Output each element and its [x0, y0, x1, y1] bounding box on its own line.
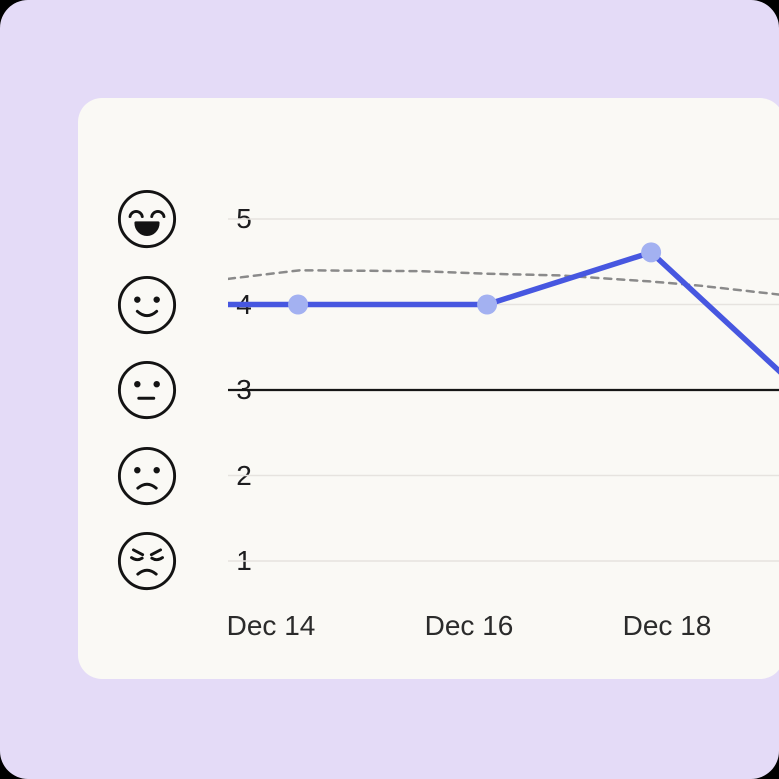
face-grinning-icon [117, 189, 177, 249]
mood-reference-line [228, 269, 779, 296]
mood-current-marker-2 [641, 242, 662, 263]
x-tick-label-dec14: Dec 14 [226, 610, 316, 641]
plot-canvas [228, 218, 779, 562]
y-axis-row-3: 3 [116, 359, 252, 421]
y-axis-row-2: 2 [116, 445, 252, 507]
mood-chart-card: 5 4 3 2 [78, 98, 779, 679]
x-tick-label-dec16: Dec 16 [424, 610, 514, 641]
face-neutral-icon [117, 360, 177, 420]
face-frowning-icon [117, 446, 177, 505]
face-angry-icon [117, 531, 177, 591]
x-tick-label-dec18: Dec 18 [622, 610, 712, 641]
y-axis-row-1: 1 [116, 530, 252, 592]
mood-current-marker-1 [477, 294, 498, 315]
face-smiling-icon [117, 275, 177, 334]
y-axis-row-4: 4 [116, 274, 252, 336]
y-axis-row-5: 5 [116, 188, 252, 250]
mood-current-marker-0 [288, 294, 309, 315]
